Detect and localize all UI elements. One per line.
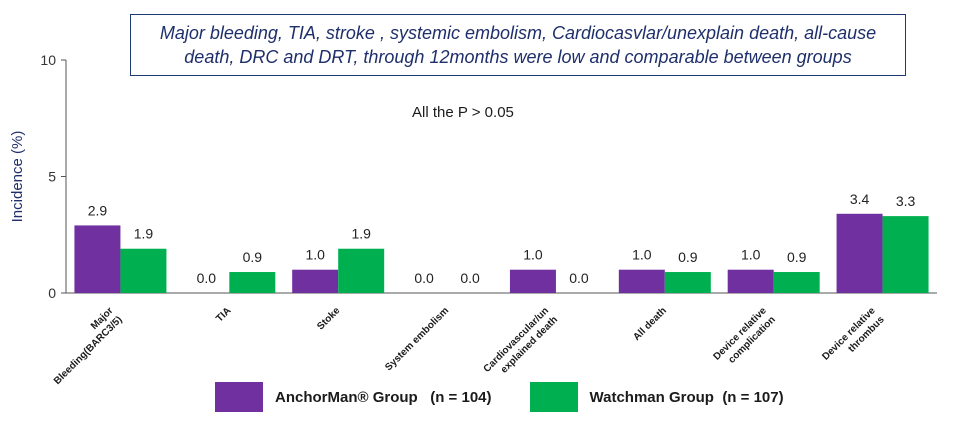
data-label: 0.9: [678, 249, 698, 265]
data-label: 1.0: [305, 247, 325, 263]
bar-watchman: [882, 216, 929, 293]
data-label: 0.0: [414, 270, 434, 286]
data-label: 3.4: [850, 191, 870, 207]
bar-anchorman: [727, 269, 774, 293]
data-label: 1.0: [632, 247, 652, 263]
category-label: TIA: [214, 305, 233, 324]
category-label: Stoke: [315, 305, 342, 332]
bar-watchman: [120, 248, 167, 293]
category-label: All death: [631, 305, 669, 343]
data-label: 1.9: [134, 226, 154, 242]
data-label: 0.0: [460, 270, 480, 286]
legend-swatch-anchorman: [215, 382, 263, 412]
data-label: 0.0: [197, 270, 217, 286]
category-label: System embolism: [383, 305, 451, 373]
y-tick-label: 0: [48, 285, 56, 301]
bar-watchman: [664, 272, 711, 293]
bar-watchman: [338, 248, 385, 293]
bar-anchorman: [618, 269, 665, 293]
data-label: 3.3: [896, 193, 916, 209]
y-tick-label: 5: [48, 169, 56, 185]
data-label: 0.9: [243, 249, 263, 265]
data-label: 2.9: [88, 202, 108, 218]
data-label: 1.0: [523, 247, 543, 263]
data-label: 1.9: [351, 226, 371, 242]
bar-anchorman: [74, 225, 121, 293]
bar-anchorman: [836, 213, 883, 293]
legend-swatch-watchman: [529, 382, 578, 412]
bar-watchman: [229, 272, 276, 293]
data-label: 0.9: [787, 249, 807, 265]
bar-watchman: [773, 272, 820, 293]
p-value-note: All the P > 0.05: [412, 104, 514, 121]
bar-anchorman: [292, 269, 339, 293]
data-label: 0.0: [569, 270, 589, 286]
data-label: 1.0: [741, 247, 761, 263]
bar-anchorman: [509, 269, 556, 293]
y-tick-label: 10: [40, 52, 56, 68]
y-axis-label: Incidence (%): [9, 131, 26, 223]
legend-label-watchman: Watchman Group (n = 107): [589, 388, 784, 406]
category-label: Bleeding(BARC3/5): [52, 314, 125, 387]
chart-title: Major bleeding, TIA, stroke , systemic e…: [130, 14, 906, 76]
legend-label-anchorman: AnchorMan® Group (n = 104): [275, 388, 492, 406]
legend: AnchorMan® Group (n = 104) Watchman Grou…: [215, 382, 784, 412]
